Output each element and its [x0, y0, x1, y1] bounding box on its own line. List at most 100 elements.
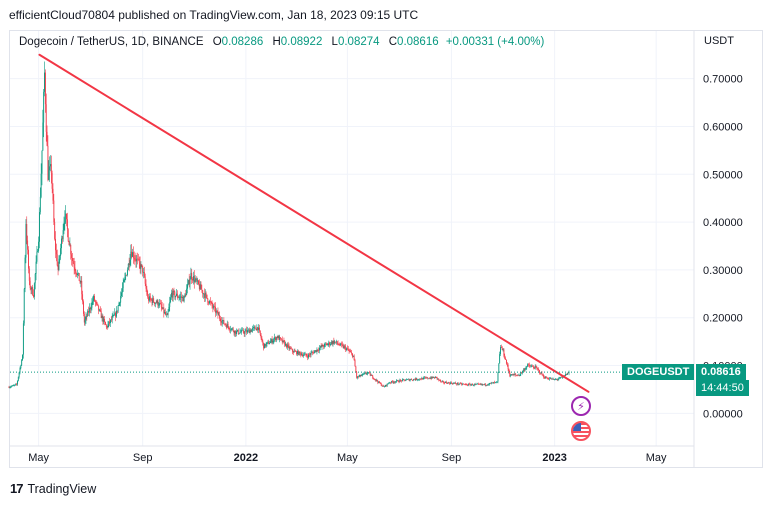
candle-body [400, 380, 402, 381]
candle-body [478, 383, 480, 385]
candle-body [354, 360, 356, 367]
candle-body [423, 377, 425, 379]
candle-body [529, 365, 531, 367]
candle-body [84, 319, 86, 323]
candle-body [420, 379, 422, 380]
time-tick-label: May [337, 452, 358, 464]
symbol-legend[interactable]: Dogecoin / TetherUS, 1D, BINANCE O0.0828… [19, 36, 544, 48]
candle-body [174, 291, 176, 298]
symbol-title[interactable]: Dogecoin / TetherUS, 1D, BINANCE [19, 36, 204, 48]
candle-body [121, 292, 122, 297]
candle-body [293, 350, 295, 353]
open-key: O [212, 36, 222, 48]
candle-body [281, 339, 283, 343]
candle-body [329, 342, 331, 345]
candle-body [308, 354, 310, 356]
chart-frame[interactable] [9, 30, 763, 468]
candle-body [489, 383, 490, 385]
candle-body [336, 341, 338, 344]
candle-body [262, 340, 264, 343]
candle-body [277, 336, 279, 339]
candle-body [471, 384, 473, 385]
candle-body [248, 329, 250, 334]
candle-body [468, 383, 470, 385]
candle-body [114, 312, 116, 316]
candle-body [39, 196, 41, 213]
candle-body [242, 329, 243, 331]
high-key: H [272, 36, 281, 48]
candle-body [159, 303, 161, 304]
candle-body [353, 355, 355, 361]
candle-body [33, 283, 35, 297]
candle-body [535, 366, 537, 368]
candle-body [561, 376, 563, 378]
candle-body [202, 290, 204, 294]
candle-body [418, 378, 420, 380]
candle-body [453, 383, 455, 384]
candle-body [136, 258, 138, 262]
candle-body [479, 384, 481, 385]
candle-body [539, 372, 541, 374]
symbol-price-tag: DOGEUSDT [622, 364, 695, 381]
price-tick-label: 0.40000 [703, 217, 743, 229]
candle-body [518, 375, 520, 376]
candle-body [458, 384, 460, 385]
candle-body [245, 330, 247, 332]
candle-body [29, 280, 31, 289]
candle-body [366, 373, 368, 375]
candle-body [526, 366, 528, 369]
candle-body [484, 383, 486, 386]
candle-body [110, 319, 112, 321]
candle-body [225, 324, 227, 326]
candle-body [368, 372, 369, 373]
candle-body [430, 377, 432, 379]
candle-body [170, 297, 172, 303]
candle-body [385, 384, 387, 386]
candle-body [520, 372, 522, 375]
candle-body [192, 276, 194, 281]
candle-body [404, 379, 406, 381]
candle-body [160, 303, 162, 307]
candle-body [290, 347, 292, 349]
candle-body [333, 340, 335, 344]
candle-body [309, 354, 311, 356]
candle-body [231, 328, 232, 330]
candle-body [560, 377, 562, 378]
candle-body [426, 377, 428, 379]
bar-countdown-tag: 14:44:50 [696, 380, 749, 397]
candle-body [568, 372, 570, 374]
candle-body [300, 353, 302, 356]
candle-body [567, 372, 569, 374]
candle-body [365, 372, 367, 374]
candle-body [510, 375, 512, 377]
candle-body [210, 301, 212, 303]
price-tick-label: 0.60000 [703, 121, 743, 133]
candle-body [548, 378, 550, 380]
lightning-event-icon[interactable]: ⚡ [571, 396, 591, 416]
candle-body [295, 351, 297, 352]
candle-body [236, 329, 238, 332]
candle-body [566, 372, 568, 375]
candle-body [424, 377, 426, 379]
candle-body [343, 346, 345, 348]
candle-body [27, 240, 29, 250]
currency-label[interactable]: USDT [704, 35, 734, 47]
candle-body [371, 375, 373, 376]
candle-body [137, 258, 139, 260]
price-tick-label: 0.00000 [703, 408, 743, 420]
us-flag-event-icon[interactable] [571, 421, 591, 441]
candle-body [463, 383, 465, 385]
candle-body [540, 372, 542, 374]
candle-body [506, 363, 508, 365]
candle-body [270, 339, 272, 342]
candle-body [278, 336, 280, 340]
candle-body [155, 302, 157, 304]
candle-body [40, 173, 42, 197]
candle-body [168, 306, 170, 312]
candle-body [450, 382, 452, 384]
candle-body [286, 343, 287, 348]
candle-body [388, 383, 390, 384]
tradingview-logo[interactable]: 17 TradingView [10, 481, 96, 496]
candle-body [159, 303, 161, 306]
